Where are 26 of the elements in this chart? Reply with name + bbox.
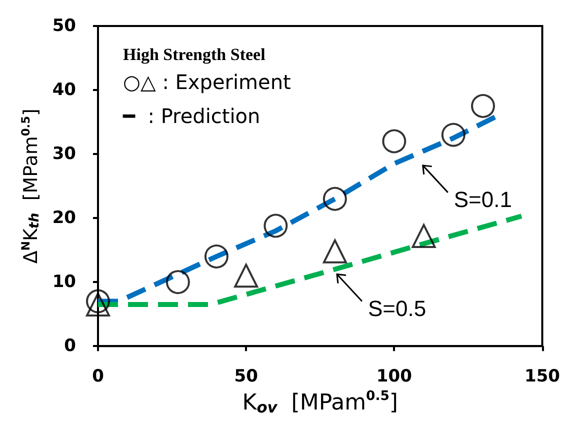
y-tick-label: 0	[64, 336, 76, 356]
point	[441, 122, 466, 147]
point	[322, 186, 347, 211]
point	[264, 214, 288, 238]
x-tick-label: 100	[376, 366, 412, 387]
annotation: ━ : Prediction	[122, 104, 260, 128]
y-tick-label: 10	[52, 272, 76, 292]
y-tick-label: 30	[52, 144, 76, 164]
annotation: S=0.1	[454, 186, 512, 212]
point	[234, 264, 258, 288]
point	[322, 239, 347, 264]
x-tick-label: 50	[234, 366, 258, 387]
annotation: ○△ : Experiment	[123, 70, 291, 94]
y-tick-label: 50	[52, 16, 76, 36]
point	[204, 244, 228, 268]
point	[412, 224, 436, 248]
annotation: High Strength Steel	[123, 45, 266, 64]
annotation: S=0.5	[368, 296, 426, 321]
x-tick-label: 0	[92, 366, 104, 387]
point	[471, 94, 496, 118]
point	[382, 129, 406, 154]
point	[166, 270, 190, 294]
x-tick-label: 150	[524, 366, 560, 387]
y-tick-label: 20	[52, 208, 76, 228]
y-axis-title: ΔNKth [MPam0.5]	[18, 108, 42, 264]
y-tick-label: 40	[52, 80, 76, 100]
